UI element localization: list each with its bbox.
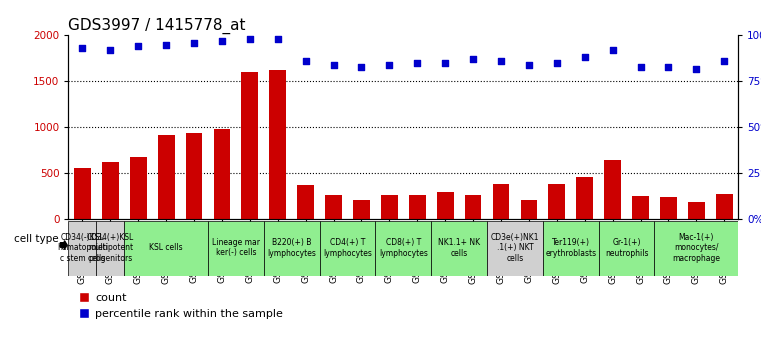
Text: CD3e(+)NK1
.1(+) NKT
cells: CD3e(+)NK1 .1(+) NKT cells [491,233,540,263]
Point [495,58,507,64]
Text: GDS3997 / 1415778_at: GDS3997 / 1415778_at [68,18,246,34]
Point [132,44,145,49]
Bar [492,184,509,219]
Bar [186,133,202,219]
FancyBboxPatch shape [124,221,208,275]
Point [523,62,535,68]
Point [300,58,312,64]
Point [411,60,423,66]
Bar [241,72,258,219]
Text: B220(+) B
lymphocytes: B220(+) B lymphocytes [267,238,316,257]
Text: CD34(+)KSL
multipotent
progenitors: CD34(+)KSL multipotent progenitors [87,233,134,263]
Point [635,64,647,69]
Text: Ter119(+)
erythroblasts: Ter119(+) erythroblasts [545,238,597,257]
Point [718,58,731,64]
Bar [660,198,677,219]
Point [578,55,591,60]
Bar [298,185,314,219]
FancyArrow shape [60,241,67,249]
Point [607,47,619,53]
Bar [409,195,425,219]
Bar [130,157,147,219]
Point [272,36,284,42]
FancyBboxPatch shape [543,221,599,275]
Bar [576,177,593,219]
Text: Gr-1(+)
neutrophils: Gr-1(+) neutrophils [605,238,648,257]
FancyBboxPatch shape [320,221,375,275]
Text: cell type: cell type [14,234,58,244]
Point [244,36,256,42]
Point [104,47,116,53]
FancyBboxPatch shape [654,221,738,275]
Bar [158,135,174,219]
FancyBboxPatch shape [487,221,543,275]
Point [216,38,228,44]
Point [384,62,396,68]
Bar [437,192,454,219]
FancyBboxPatch shape [431,221,487,275]
Point [76,45,88,51]
FancyBboxPatch shape [599,221,654,275]
Bar [381,195,398,219]
FancyBboxPatch shape [208,221,264,275]
Bar [716,194,733,219]
Text: CD8(+) T
lymphocytes: CD8(+) T lymphocytes [379,238,428,257]
Bar [688,202,705,219]
Text: CD4(+) T
lymphocytes: CD4(+) T lymphocytes [323,238,372,257]
Text: CD34(-)KSL
hematopoieti
c stem cells: CD34(-)KSL hematopoieti c stem cells [57,233,108,263]
Point [662,64,674,69]
Legend: count, percentile rank within the sample: count, percentile rank within the sample [74,289,288,323]
Bar [214,129,231,219]
Text: NK1.1+ NK
cells: NK1.1+ NK cells [438,238,480,257]
Text: Lineage mar
ker(-) cells: Lineage mar ker(-) cells [212,238,260,257]
Point [160,42,172,47]
Point [551,60,563,66]
FancyBboxPatch shape [97,221,124,275]
FancyBboxPatch shape [264,221,320,275]
Bar [632,195,649,219]
Point [327,62,339,68]
Point [467,57,479,62]
Bar [465,195,482,219]
Bar [549,184,565,219]
Bar [269,70,286,219]
Text: KSL cells: KSL cells [149,243,183,252]
Bar [353,200,370,219]
Bar [74,168,91,219]
Point [690,66,702,72]
Text: Mac-1(+)
monocytes/
macrophage: Mac-1(+) monocytes/ macrophage [672,233,721,263]
FancyBboxPatch shape [68,221,97,275]
Bar [604,160,621,219]
Bar [521,200,537,219]
Bar [325,195,342,219]
Point [355,64,368,69]
Bar [102,162,119,219]
FancyBboxPatch shape [375,221,431,275]
Point [439,60,451,66]
Point [188,40,200,46]
